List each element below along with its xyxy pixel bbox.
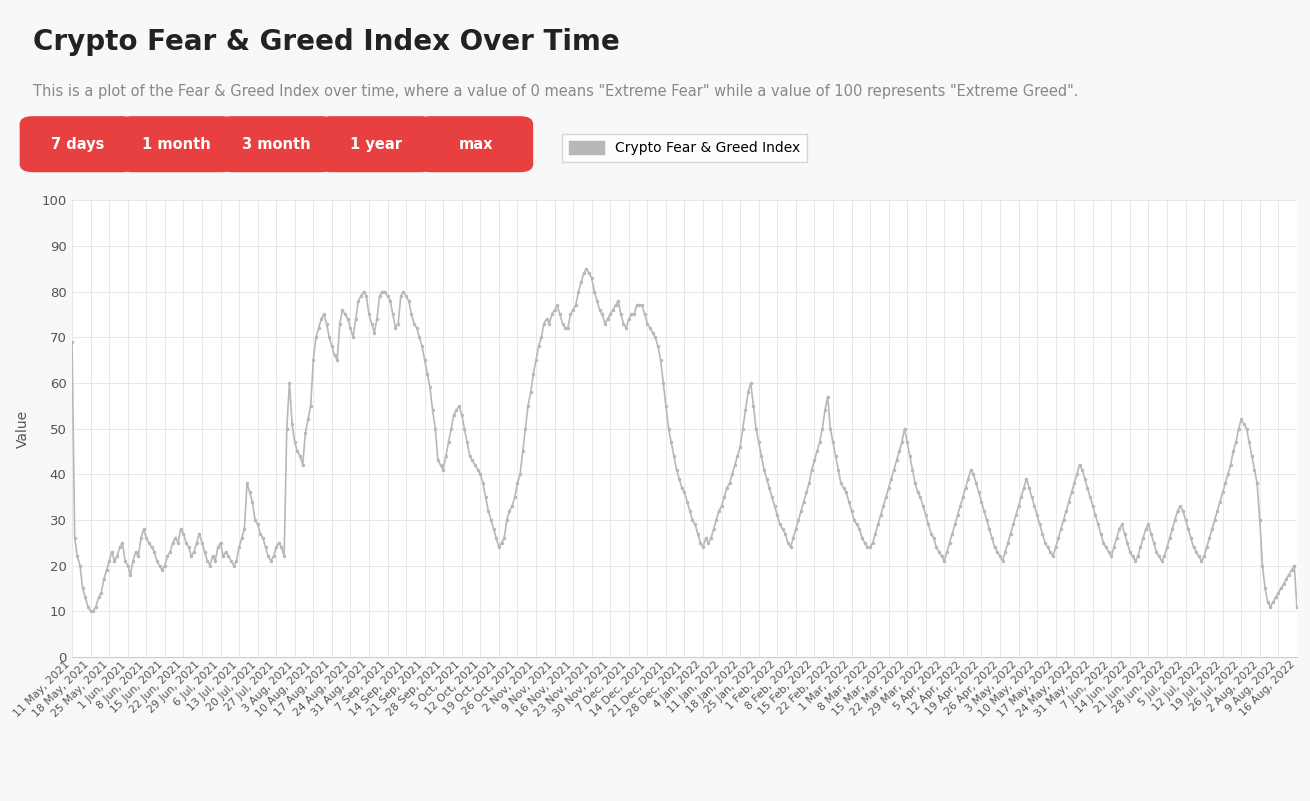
Legend: Crypto Fear & Greed Index: Crypto Fear & Greed Index (562, 134, 807, 162)
Text: Crypto Fear & Greed Index Over Time: Crypto Fear & Greed Index Over Time (33, 28, 620, 56)
Text: max: max (458, 137, 493, 151)
Text: 1 year: 1 year (350, 137, 402, 151)
Y-axis label: Value: Value (16, 409, 30, 448)
Text: This is a plot of the Fear & Greed Index over time, where a value of 0 means "Ex: This is a plot of the Fear & Greed Index… (33, 84, 1078, 99)
Text: 3 month: 3 month (242, 137, 310, 151)
Text: 7 days: 7 days (51, 137, 103, 151)
Text: 1 month: 1 month (143, 137, 211, 151)
